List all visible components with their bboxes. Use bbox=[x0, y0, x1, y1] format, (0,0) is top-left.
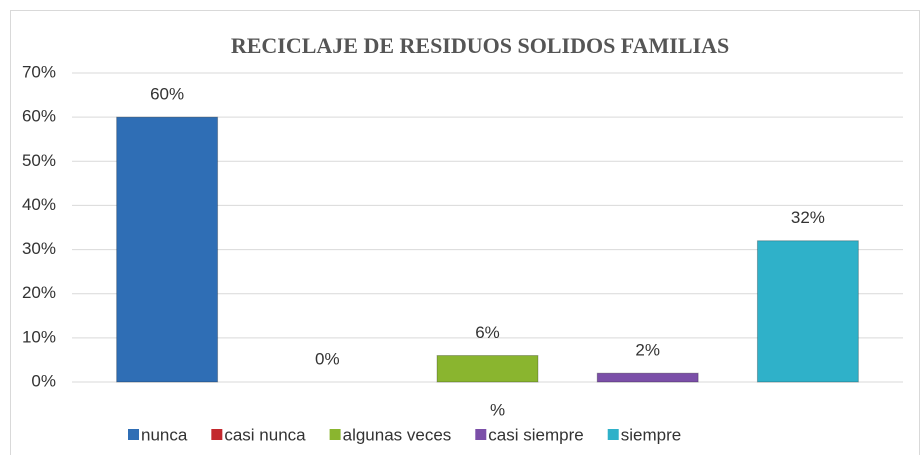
x-tick-label: % bbox=[490, 400, 505, 419]
y-tick-label: 60% bbox=[22, 107, 56, 126]
y-tick-label: 30% bbox=[22, 239, 56, 258]
data-label: 6% bbox=[475, 323, 500, 342]
legend-label: nunca bbox=[141, 425, 188, 444]
bar bbox=[116, 116, 219, 383]
y-tick-label: 20% bbox=[22, 283, 56, 302]
data-label: 32% bbox=[791, 208, 825, 227]
y-tick-label: 40% bbox=[22, 195, 56, 214]
legend-label: casi siempre bbox=[488, 425, 583, 444]
data-label: 0% bbox=[315, 349, 340, 368]
bar bbox=[436, 355, 539, 383]
legend-label: casi nunca bbox=[224, 425, 306, 444]
legend-swatch bbox=[329, 429, 341, 440]
chart-title: RECICLAJE DE RESIDUOS SOLIDOS FAMILIAS bbox=[231, 33, 729, 58]
legend-swatch bbox=[607, 429, 619, 440]
legend-label: algunas veces bbox=[343, 425, 452, 444]
y-tick-label: 0% bbox=[31, 371, 56, 390]
legend-swatch bbox=[475, 429, 487, 440]
legend-label: siempre bbox=[621, 425, 681, 444]
bar bbox=[596, 372, 699, 383]
y-tick-label: 50% bbox=[22, 151, 56, 170]
legend-swatch bbox=[128, 429, 139, 440]
y-tick-label: 70% bbox=[22, 62, 56, 81]
data-label: 2% bbox=[635, 341, 660, 360]
legend-swatch bbox=[211, 429, 223, 440]
bar bbox=[756, 240, 859, 383]
y-tick-label: 10% bbox=[22, 327, 56, 346]
data-label: 60% bbox=[150, 85, 184, 104]
